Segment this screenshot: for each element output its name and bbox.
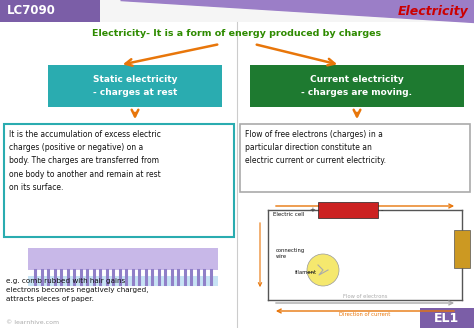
Text: Electricity: Electricity [397, 5, 468, 17]
Text: e.g. comb rubbed with hair gains
electrons becomes negatively charged,
attracts : e.g. comb rubbed with hair gains electro… [6, 278, 148, 301]
Text: EL1: EL1 [434, 312, 460, 324]
Bar [28, 276, 218, 286]
Bar [48, 65, 222, 107]
Text: Direction of current: Direction of current [339, 312, 391, 317]
Text: LC7090: LC7090 [7, 5, 56, 17]
Bar [454, 230, 470, 268]
Text: Current electricity
- charges are moving.: Current electricity - charges are moving… [301, 75, 412, 97]
Bar [250, 65, 464, 107]
Bar [100, 0, 474, 22]
Bar [4, 124, 234, 237]
Bar [318, 202, 378, 218]
Text: Electricity- It is a form of energy produced by charges: Electricity- It is a form of energy prod… [92, 30, 382, 38]
Text: Flow of electrons: Flow of electrons [343, 294, 387, 299]
Text: It is the accumulation of excess electric
charges (positive or negative) on a
bo: It is the accumulation of excess electri… [9, 130, 161, 192]
Text: filament: filament [295, 270, 317, 275]
Text: Flow of free electrons (charges) in a
particular direction constitute an
electri: Flow of free electrons (charges) in a pa… [245, 130, 386, 165]
Text: connecting
wire: connecting wire [276, 248, 305, 259]
Circle shape [307, 254, 339, 286]
Text: © learnhive.com: © learnhive.com [6, 320, 59, 325]
Bar [240, 124, 470, 192]
Text: Electric cell: Electric cell [273, 212, 304, 216]
Bar [420, 308, 474, 328]
Text: +: + [309, 207, 315, 213]
Text: -: - [381, 207, 383, 213]
Polygon shape [120, 0, 474, 22]
Bar [0, 0, 474, 22]
Text: Static electricity
- charges at rest: Static electricity - charges at rest [93, 75, 177, 97]
Bar [28, 248, 218, 270]
